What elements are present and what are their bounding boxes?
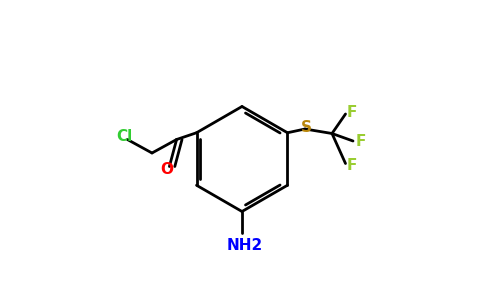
Text: F: F <box>347 105 357 120</box>
Text: O: O <box>161 162 173 177</box>
Text: Cl: Cl <box>116 129 133 144</box>
Text: F: F <box>347 158 357 172</box>
Text: NH2: NH2 <box>227 238 262 253</box>
Text: F: F <box>355 134 366 148</box>
Text: S: S <box>301 120 312 135</box>
